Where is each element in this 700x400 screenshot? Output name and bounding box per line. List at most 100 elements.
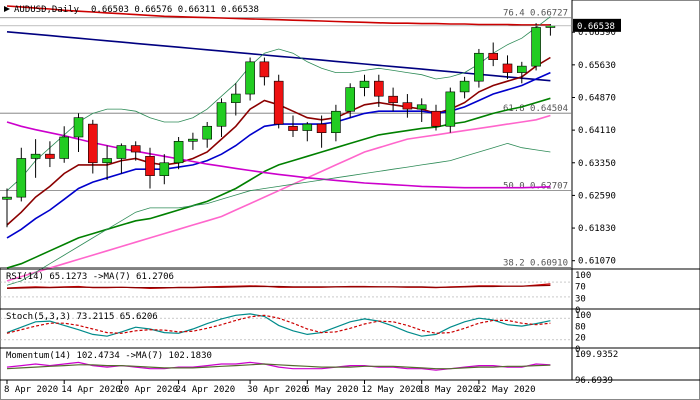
candle-body-22 (316, 123, 327, 134)
candle-body-7 (102, 158, 112, 164)
overlay-line-0 (6, 5, 551, 26)
panel-series-momentum-0 (6, 361, 551, 371)
candle-body-32 (459, 80, 470, 93)
candle-29 (416, 98, 427, 122)
time-label-5: 6 May 2020 (304, 385, 358, 395)
overlay-line-1 (6, 31, 551, 82)
panel-axis-stoch-3: 0 (575, 345, 580, 355)
candle-26 (373, 74, 384, 107)
candle-28 (402, 94, 413, 118)
candle-body-33 (474, 52, 484, 82)
candle-13 (188, 132, 198, 150)
time-label-4: 30 Apr 2020 (247, 385, 307, 395)
price-label-4: 0.63350 (578, 159, 616, 169)
panel-axis-rsi-2: 30 (575, 294, 586, 304)
candle-16 (231, 83, 241, 116)
candle-body-30 (431, 110, 441, 127)
candle-body-16 (231, 93, 241, 103)
candle-body-10 (145, 156, 155, 176)
candle-body-14 (202, 125, 212, 140)
fib-label-1: 61.8 0.64504 (503, 104, 568, 114)
fib-label-0: 76.4 0.66727 (503, 9, 568, 19)
price-label-7: 0.61070 (578, 257, 616, 267)
ohlc-label: 0.66503 0.66576 0.66311 0.66538 (91, 5, 259, 15)
candle-12 (173, 137, 184, 170)
panel-axis-momentum-1: 96.6939 (575, 376, 613, 386)
candle-1 (16, 147, 27, 202)
time-label-7: 18 May 2020 (419, 385, 479, 395)
panel-axis-stoch-1: 80 (575, 322, 586, 332)
candle-body-34 (488, 52, 499, 60)
candle-5 (73, 113, 84, 153)
candle-2 (30, 139, 41, 178)
candle-4 (59, 126, 70, 163)
candle-31 (445, 87, 456, 133)
candle-23 (331, 104, 341, 142)
header-triangle-icon (4, 6, 10, 12)
candle-body-18 (259, 61, 270, 78)
main-plot-area (0, 0, 572, 268)
overlay-line-4 (6, 97, 551, 269)
candle-8 (116, 143, 127, 174)
overlay-line-7 (6, 16, 551, 191)
candle-body-24 (345, 87, 356, 112)
price-label-2: 0.64870 (578, 93, 616, 103)
panel-label-momentum: Momentum(14) 102.4734 ->MA(7) 102.1830 (6, 351, 212, 361)
candle-33 (474, 48, 484, 88)
panel-axis-momentum-0: 109.9352 (575, 350, 618, 360)
candle-body-3 (45, 153, 55, 159)
candle-7 (102, 145, 112, 180)
candle-22 (316, 115, 327, 148)
candle-body-37 (531, 27, 541, 67)
candle-body-11 (159, 162, 170, 176)
candle-3 (45, 141, 55, 168)
symbol-label: AUDUSD,Daily (14, 5, 80, 15)
candle-0 (2, 188, 12, 228)
candle-19 (273, 74, 284, 129)
time-label-8: 22 May 2020 (476, 385, 536, 395)
fib-label-2: 50.0 0.62707 (503, 181, 568, 191)
candle-body-0 (2, 196, 12, 200)
price-label-3: 0.64110 (578, 126, 616, 136)
fibonacci-levels: 76.4 0.66727 61.8 0.64504 50.0 0.62707 38.2… (0, 9, 572, 269)
price-label-1: 0.65630 (578, 61, 616, 71)
panel-axis-rsi-1: 70 (575, 283, 586, 293)
candle-14 (202, 121, 212, 148)
candle-body-12 (173, 140, 184, 164)
candle-body-13 (188, 138, 198, 142)
candle-body-19 (273, 80, 284, 125)
current-price-box (573, 18, 621, 32)
candle-body-36 (516, 65, 527, 73)
candle-body-1 (16, 158, 27, 198)
fib-label-3: 38.2 0.60910 (503, 259, 568, 269)
candle-body-8 (116, 145, 127, 159)
candle-body-35 (502, 63, 513, 73)
price-axis: 0.66390 0.65630 0.64870 0.64110 0.63350 0.625… (572, 28, 616, 267)
candle-37 (531, 23, 541, 71)
candle-body-28 (402, 102, 413, 110)
candle-body-17 (245, 61, 255, 95)
current-price-marker: 0.66538 (0, 18, 621, 32)
panel-axis-rsi-3: 0 (575, 306, 580, 316)
candle-body-2 (30, 153, 41, 159)
candle-body-27 (388, 95, 398, 103)
candle-body-21 (302, 123, 313, 131)
candle-body-5 (73, 117, 84, 138)
panel-momentum: Momentum(14) 102.4734 ->MA(7) 102.1830 10… (0, 347, 700, 386)
candle-25 (359, 74, 370, 97)
candle-17 (245, 57, 255, 101)
candle-34 (488, 42, 499, 67)
panel-axis-stoch-0: 100 (575, 311, 591, 321)
candle-body-23 (331, 110, 341, 134)
candle-20 (288, 115, 298, 137)
candle-11 (159, 154, 170, 185)
candle-30 (431, 104, 441, 131)
candle-9 (130, 141, 141, 161)
candle-27 (388, 87, 398, 112)
candle-body-26 (373, 80, 384, 97)
panel-series-stoch-1 (6, 314, 551, 334)
panel-series-rsi-1 (6, 284, 551, 289)
